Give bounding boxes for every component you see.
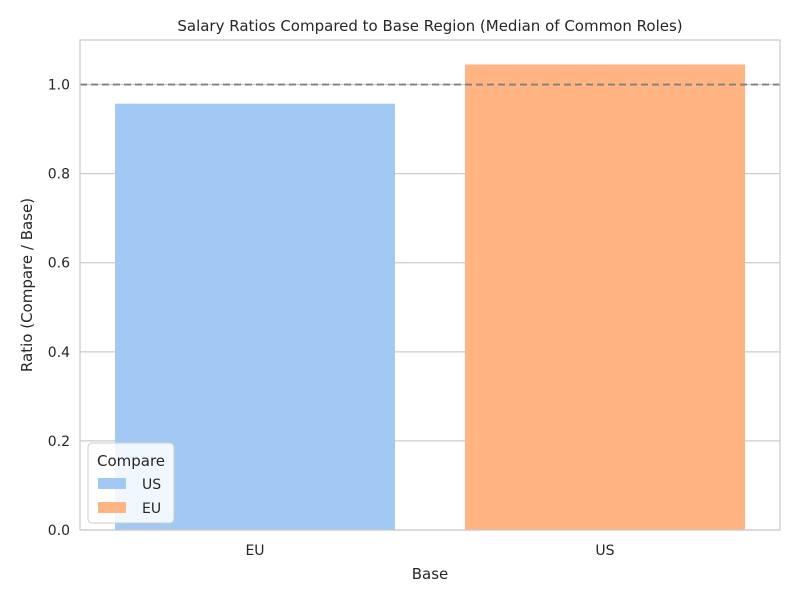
chart-title: Salary Ratios Compared to Base Region (M… [177,17,682,35]
y-tick-label: 0.4 [48,345,70,361]
legend-swatch-us [98,478,126,489]
plot-frame [79,39,781,531]
legend-swatch-eu [98,502,126,513]
bar-us-eu [465,64,745,530]
y-tick-label: 0.2 [48,434,70,450]
legend-title: Compare [97,452,165,470]
x-axis-label: Base [412,565,449,583]
y-tick-label: 1.0 [48,78,70,94]
y-tick-labels: 0.0 0.2 0.4 0.6 0.8 1.0 [48,78,70,539]
legend: Compare US EU [87,442,175,524]
y-axis-label: Ratio (Compare / Base) [18,198,36,372]
y-tick-label: 0.8 [48,167,70,183]
x-tick-label: EU [245,543,264,559]
legend-label-us: US [142,477,161,493]
y-tick-label: 0.6 [48,256,70,272]
x-tick-label: US [595,543,614,559]
y-tick-label: 0.0 [48,523,70,539]
legend-label-eu: EU [142,501,161,517]
x-tick-labels: EU US [245,543,614,559]
